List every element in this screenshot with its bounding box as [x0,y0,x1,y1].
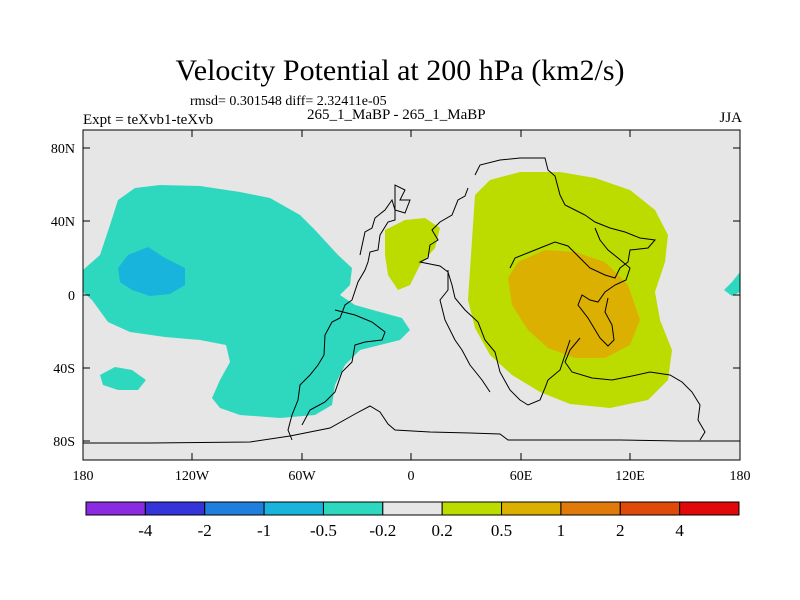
y-tick-40S: 40S [53,362,75,377]
coastline-antarctica [83,405,740,444]
colorbar-box-4 [322,501,384,516]
coastline-americas [287,184,411,441]
region-dateline-cell [724,272,740,296]
colorbar-box-5 [382,501,443,516]
x-tick-0: 0 [408,469,415,484]
region-eastern-pacific-minimum [118,247,185,296]
region-maritime-maximum [508,250,640,358]
plot-title: Velocity Potential at 200 hPa (km2/s) [175,54,625,87]
colorbar-label-2: -1 [257,521,271,540]
coastline-south-america-east [301,309,386,426]
colorbar-label-4: -0.2 [369,521,396,540]
colorbar-box-1 [144,501,206,516]
coastline-africa-west [439,270,491,393]
coastlines [83,157,740,444]
colorbar [85,501,740,516]
colorbar-box-8 [560,501,621,516]
colorbar-label-9: 4 [675,521,684,540]
experiment-label: Expt = teXvb1-teXvb [83,112,214,128]
colorbar-labels: -4 -2 -1 -0.5 -0.2 0.2 0.5 1 2 4 [138,521,684,540]
coastline-asia [474,157,656,279]
colorbar-box-3 [263,501,324,516]
region-north-africa-positive [385,218,440,290]
colorbar-label-5: 0.2 [432,521,453,540]
y-tick-80N: 80N [51,142,75,157]
colorbar-label-6: 0.5 [491,521,512,540]
colorbar-label-7: 1 [557,521,566,540]
colorbar-label-0: -4 [138,521,153,540]
x-tick-120w: 120W [175,469,210,484]
stats-line: rmsd= 0.301548 diff= 2.32411e-05 [190,94,387,109]
colorbar-box-2 [204,501,265,516]
colorbar-box-10 [679,501,740,516]
colorbar-box-9 [619,501,681,516]
coastline-europe-africa [418,187,571,406]
x-tick-180w: 180 [73,469,94,484]
colorbar-label-8: 2 [616,521,625,540]
colorbar-box-0 [85,501,146,516]
coastline-australia [564,337,706,441]
x-tick-180e: 180 [730,469,751,484]
region-south-pacific-cell [100,367,146,390]
colorbar-label-3: -0.5 [310,521,337,540]
y-axis-labels: 80N 40N 0 40S 80S [51,142,75,450]
colorbar-label-1: -2 [198,521,212,540]
season-label: JJA [719,110,742,126]
y-tick-40N: 40N [51,215,75,230]
colorbar-box-7 [501,501,562,516]
axis-ticks [83,130,740,460]
runs-label: 265_1_MaBP - 265_1_MaBP [307,107,486,123]
coastline-southeast-asia [577,227,631,347]
colorbar-box-6 [441,501,503,516]
x-tick-120e: 120E [615,469,645,484]
x-axis-labels: 180 120W 60W 0 60E 120E 180 [73,469,751,484]
y-tick-80S: 80S [53,435,75,450]
x-tick-60w: 60W [288,469,316,484]
y-tick-0: 0 [68,289,75,304]
x-tick-60e: 60E [510,469,533,484]
region-pacific-negative [83,185,410,418]
